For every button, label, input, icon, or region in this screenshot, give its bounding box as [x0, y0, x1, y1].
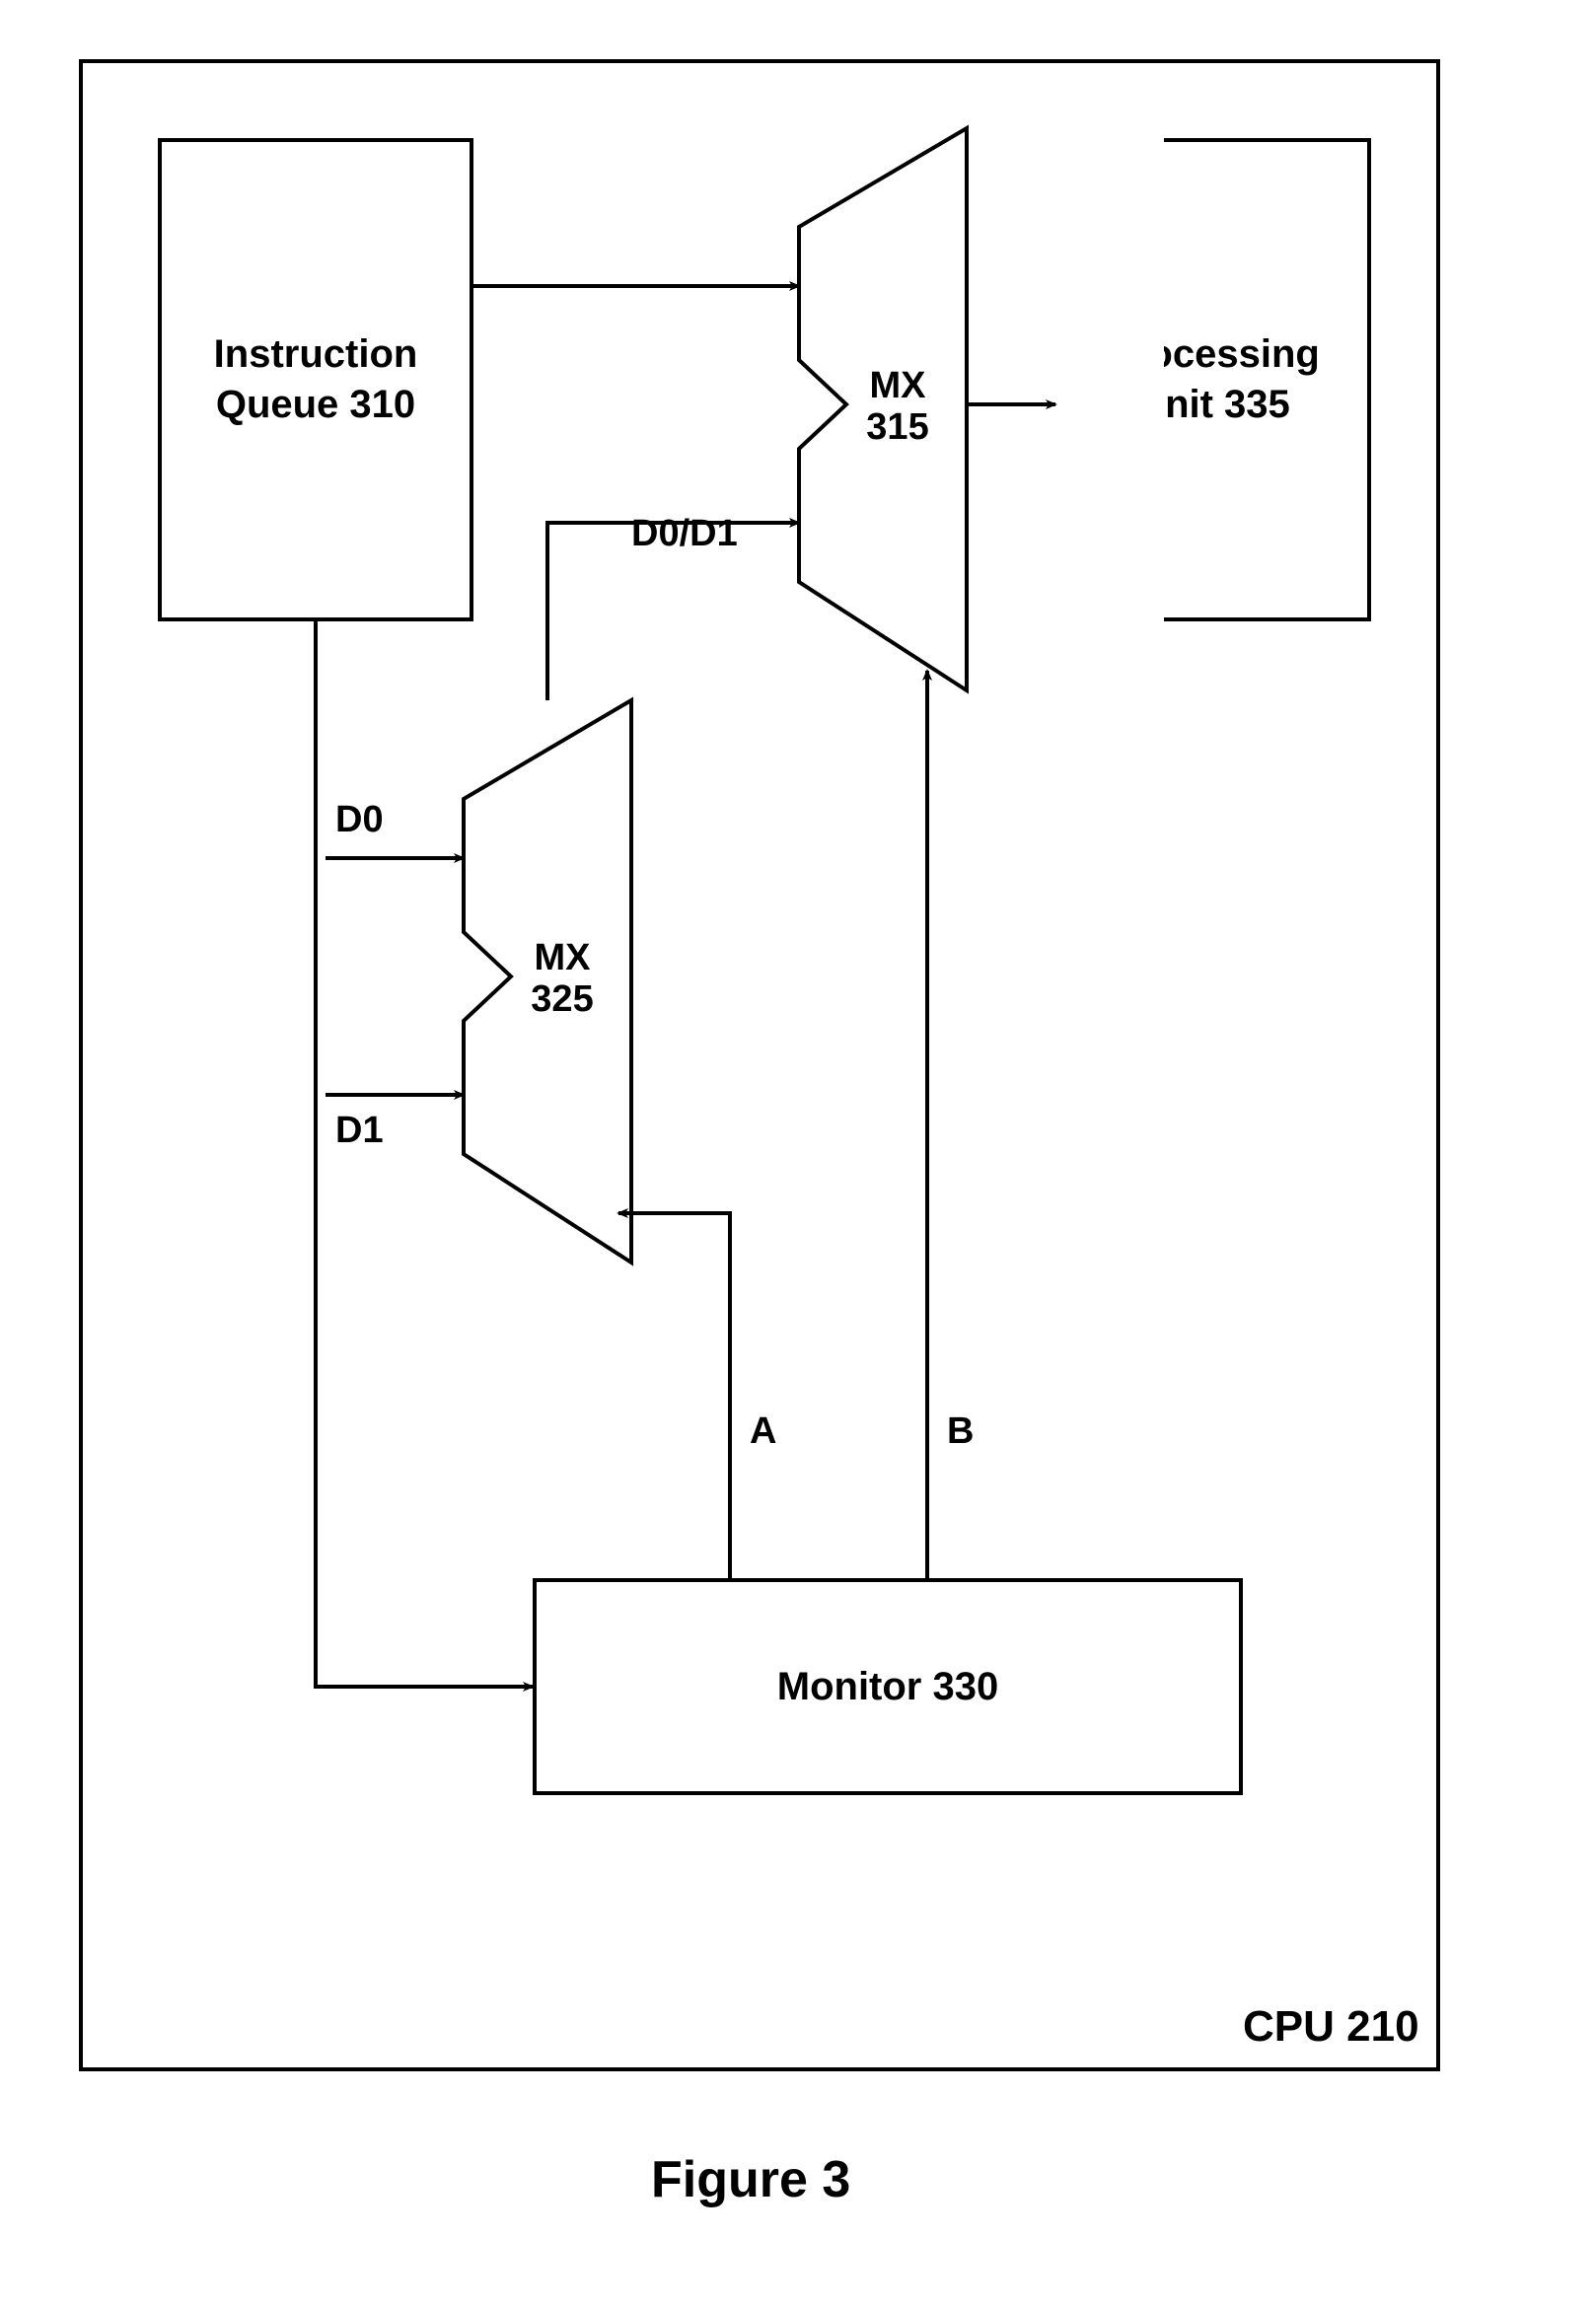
signal-d1-label: D1: [335, 1110, 384, 1152]
mux-325-label-1: MX: [523, 937, 602, 979]
signal-a-label: A: [750, 1410, 776, 1453]
cpu-container-label: CPU 210: [1243, 2002, 1419, 2052]
mux-325-label-2: 325: [523, 978, 602, 1021]
signal-d0d1-label: D0/D1: [631, 513, 738, 555]
signal-d0-label: D0: [335, 799, 384, 841]
page: Instruction Queue 310 Processing Unit 33…: [0, 0, 1596, 2310]
figure-caption: Figure 3: [651, 2150, 850, 2209]
mux-315-label-2: 315: [858, 406, 937, 449]
signal-b-label: B: [947, 1410, 974, 1453]
mux-315-label-1: MX: [858, 365, 937, 407]
diagram-svg: [0, 0, 1596, 2310]
